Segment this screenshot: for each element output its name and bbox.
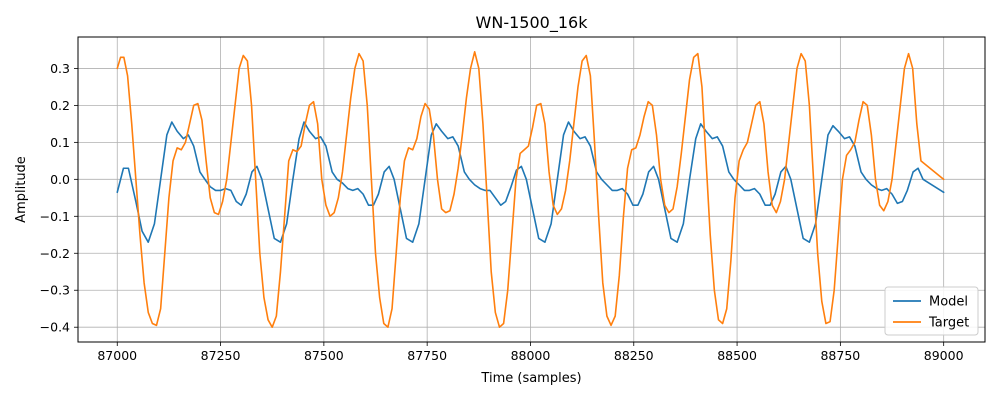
y-axis-title: Amplitude [14,156,29,223]
y-tick-label: −0.3 [40,283,70,298]
x-tick-label: 89000 [924,348,964,363]
x-tick-label: 88500 [717,348,757,363]
y-tick-label: −0.2 [40,246,70,261]
y-axis: −0.4 −0.3 −0.2 −0.1 0.0 0.1 0.2 0.3 [40,61,78,335]
y-tick-label: 0.3 [50,61,70,76]
plot-area [116,50,945,329]
x-tick-label: 88250 [614,348,654,363]
axes-frame [77,36,986,343]
grid [78,37,985,342]
x-axis: 87000 87250 87500 87750 88000 88250 88500 88750… [97,342,964,363]
legend-label-target: Target [928,316,969,331]
y-tick-label: −0.4 [40,320,70,335]
legend-label-model: Model [929,295,968,310]
chart-title: WN-1500_16k [476,13,589,33]
x-tick-label: 87500 [304,348,344,363]
x-tick-label: 87250 [201,348,241,363]
y-tick-label: 0.2 [50,98,70,113]
legend: Model Target [884,286,979,336]
x-tick-label: 88000 [511,348,551,363]
legend-box [884,286,979,336]
y-tick-label: 0.1 [50,135,70,150]
x-tick-label: 87750 [407,348,447,363]
y-tick-label: −0.1 [40,209,70,224]
x-tick-label: 87000 [97,348,137,363]
x-axis-title: Time (samples) [480,371,581,386]
x-tick-label: 88750 [820,348,860,363]
series-line-target [116,50,945,329]
y-tick-label: 0.0 [50,172,70,187]
